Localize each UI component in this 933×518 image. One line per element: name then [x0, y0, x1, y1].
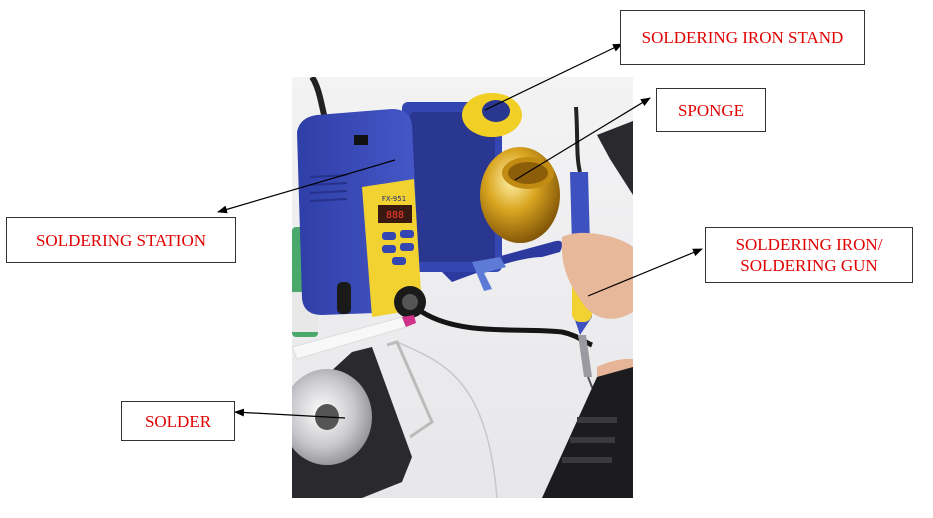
label-soldering-iron: SOLDERING IRON/ SOLDERING GUN — [705, 227, 913, 283]
label-text: SPONGE — [677, 100, 745, 120]
label-soldering-station: SOLDERING STATION — [6, 217, 236, 263]
label-solder: SOLDER — [121, 401, 235, 441]
label-sponge: SPONGE — [656, 88, 766, 132]
label-text: SOLDERING IRON STAND — [641, 28, 844, 47]
svg-text:888: 888 — [386, 210, 404, 221]
label-text: SOLDERING IRON/ SOLDERING GUN — [735, 235, 883, 275]
station-display-label: FX-951 — [382, 195, 406, 203]
soldering-photo: 888 FX-951 — [292, 77, 633, 498]
label-text: SOLDER — [144, 411, 212, 431]
label-text: SOLDERING STATION — [35, 230, 207, 250]
label-soldering-iron-stand: SOLDERING IRON STAND — [620, 10, 865, 65]
